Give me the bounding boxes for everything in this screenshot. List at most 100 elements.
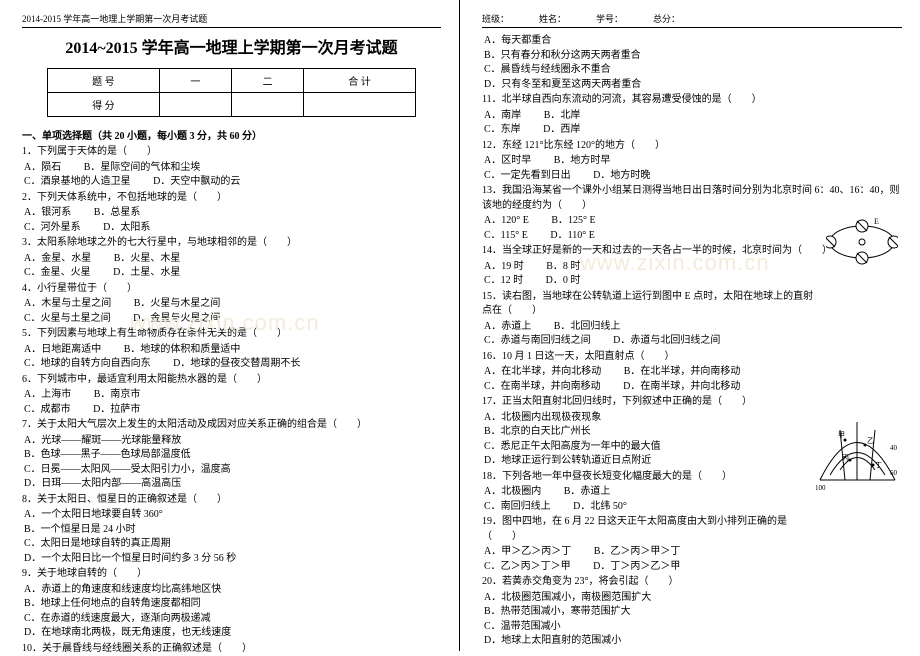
q12-options: C．一定先看到日出 D．地方时晚: [484, 169, 902, 184]
opt: B．热带范围减小，寒带范围扩大: [484, 605, 631, 620]
svg-text:甲: 甲: [838, 431, 845, 439]
opt: D．赤道与北回归线之间: [613, 334, 720, 349]
label-total: 总分：: [653, 12, 680, 25]
question-5: 5．下列因素与地球上有生命物质存在条件无关的是（ ）: [22, 327, 441, 342]
q8-options: C．太阳日是地球自转的真正周期: [24, 537, 441, 552]
opt: A．北极圈内出现极夜现象: [484, 411, 601, 426]
opt: B．125° E: [551, 214, 595, 229]
opt: B．地方时早: [554, 154, 611, 169]
q9-options: D．在地球南北两极，既无角速度，也无线速度: [24, 626, 441, 641]
question-2: 2．下列天体系统中，不包括地球的是（ ）: [22, 191, 441, 206]
opt: A．一个太阳日地球要自转 360°: [24, 508, 163, 523]
opt: B．一个恒星日是 24 小时: [24, 523, 136, 538]
opt: D．在地球南北两极，既无角速度，也无线速度: [24, 626, 231, 641]
opt: B．色球——黑子——色球局部温度低: [24, 448, 191, 463]
opt: B．地球的体积和质量适中: [124, 343, 241, 358]
opt: C．金星、火星: [24, 266, 91, 281]
opt: B．北京的白天比广州长: [484, 425, 591, 440]
q10-options: D．只有冬至和夏至这两天两者重合: [484, 78, 902, 93]
q7-options: A．光球——耀斑——光球能量释放: [24, 434, 441, 449]
opt: C．东岸: [484, 123, 521, 138]
page-header-right: 班级： 姓名： 学号： 总分：: [482, 10, 902, 28]
q2-options: C．河外星系 D．太阳系: [24, 221, 441, 236]
q12-options: A．区时早 B．地方时早: [484, 154, 902, 169]
q4-options: A．木星与土星之间 B．火星与木星之间: [24, 297, 441, 312]
opt: C．乙＞丙＞丁＞甲: [484, 560, 571, 575]
q6-options: A．上海市 B．南京市: [24, 388, 441, 403]
svg-text:60: 60: [890, 469, 898, 477]
opt: B．地球上任何地点的自转角速度都相同: [24, 597, 201, 612]
q8-options: B．一个恒星日是 24 小时: [24, 523, 441, 538]
opt: B．星际空间的气体和尘埃: [84, 161, 201, 176]
opt: C．酒泉基地的人造卫星: [24, 175, 131, 190]
opt: B．北回归线上: [554, 320, 621, 335]
opt: B．南京市: [94, 388, 141, 403]
score-cell: [304, 93, 416, 117]
opt: D．地方时晚: [593, 169, 650, 184]
opt: D．土星、水星: [113, 266, 180, 281]
q8-options: A．一个太阳日地球要自转 360°: [24, 508, 441, 523]
q19-options: A．甲＞乙＞丙＞丁 B．乙＞丙＞甲＞丁: [484, 545, 902, 560]
score-table: 题 号 一 二 合 计 得 分: [47, 68, 416, 117]
svg-text:乙: 乙: [867, 437, 874, 445]
opt: A．每天都重合: [484, 34, 551, 49]
q1-options: C．酒泉基地的人造卫星 D．天空中飘动的云: [24, 175, 441, 190]
question-13: 13．我国沿海某省一个课外小组某日测得当地日出日落时间分别为北京时间 6：40、…: [482, 184, 902, 213]
score-cell: 合 计: [304, 69, 416, 93]
q7-options: C．日冕——太阳风——受太阳引力小，温度高: [24, 463, 441, 478]
q15-options: A．赤道上 B．北回归线上: [484, 320, 902, 335]
opt: B．总星系: [94, 206, 141, 221]
exam-title: 2014~2015 学年高一地理上学期第一次月考试题: [22, 34, 441, 58]
q8-options: D．一个太阳日比一个恒星日时间约多 3 分 56 秒: [24, 552, 441, 567]
opt: A．上海市: [24, 388, 71, 403]
q11-options: A．南岸 B．北岸: [484, 109, 902, 124]
question-15: 15．读右图，当地球在公转轨道上运行到图中 E 点时，太阳在地球上的直射点在（ …: [482, 290, 902, 319]
q15-options: C．赤道与南回归线之间 D．赤道与北回归线之间: [484, 334, 902, 349]
q3-options: A．金星、水星 B．火星、木星: [24, 252, 441, 267]
opt: A．银河系: [24, 206, 71, 221]
page-header-left: 2014-2015 学年高一地理上学期第一次月考试题: [22, 10, 441, 28]
opt: C．晨昏线与经线圈永不重合: [484, 63, 611, 78]
globe-grid-diagram-icon: 甲 乙 丙 丁 100 40 60: [815, 420, 900, 492]
q4-options: C．火星与土星之间 D．金星与火星之间: [24, 312, 441, 327]
opt: B．北岸: [544, 109, 581, 124]
q2-options: A．银河系 B．总星系: [24, 206, 441, 221]
q7-options: B．色球——黑子——色球局部温度低: [24, 448, 441, 463]
opt: A．陨石: [24, 161, 61, 176]
opt: A．金星、水星: [24, 252, 91, 267]
opt: D．110° E: [550, 229, 594, 244]
svg-text:40: 40: [890, 444, 898, 452]
opt: C．赤道与南回归线之间: [484, 334, 591, 349]
opt: A．木星与土星之间: [24, 297, 111, 312]
opt: D．只有冬至和夏至这两天两者重合: [484, 78, 641, 93]
opt: A．光球——耀斑——光球能量释放: [24, 434, 181, 449]
score-cell: 题 号: [48, 69, 160, 93]
q9-options: C．在赤道的线速度最大，逐渐向两极递减: [24, 612, 441, 627]
opt: A．赤道上的角速度和线速度均比高纬地区快: [24, 583, 221, 598]
opt: D．天空中飘动的云: [153, 175, 240, 190]
q6-options: C．成都市 D．拉萨市: [24, 403, 441, 418]
q20-options: C．温带范围减小: [484, 620, 902, 635]
score-cell: 一: [159, 69, 231, 93]
opt: D．地球上太阳直射的范围减小: [484, 634, 621, 649]
svg-text:丁: 丁: [875, 461, 882, 469]
svg-text:丙: 丙: [842, 454, 849, 462]
svg-text:E: E: [874, 217, 879, 226]
question-20: 20．若黄赤交角变为 23°，将会引起（ ）: [482, 575, 902, 590]
label-class: 班级：: [482, 12, 509, 25]
opt: D．拉萨市: [93, 403, 140, 418]
question-6: 6．下列城市中，最适宜利用太阳能热水器的是（ ）: [22, 373, 441, 388]
q9-options: A．赤道上的角速度和线速度均比高纬地区快: [24, 583, 441, 598]
question-17: 17．正当太阳直射北回归线时，下列叙述中正确的是（ ）: [482, 395, 902, 410]
q7-options: D．日珥——太阳内部——高温高压: [24, 477, 441, 492]
question-19: 19．图中四地，在 6 月 22 日这天正午太阳高度由大到小排列正确的是（ ）: [482, 515, 902, 544]
opt: C．12 时: [484, 274, 523, 289]
q10-options: C．晨昏线与经线圈永不重合: [484, 63, 902, 78]
score-cell: [231, 93, 303, 117]
question-10: 10．关于晨昏线与经线圈关系的正确叙述是（ ）: [22, 642, 441, 656]
q10-options: B．只有春分和秋分这两天两者重合: [484, 49, 902, 64]
opt: C．河外星系: [24, 221, 81, 236]
opt: A．在北半球，并向北移动: [484, 365, 601, 380]
opt: B．8 时: [546, 260, 580, 275]
opt: B．在北半球，并向南移动: [624, 365, 741, 380]
